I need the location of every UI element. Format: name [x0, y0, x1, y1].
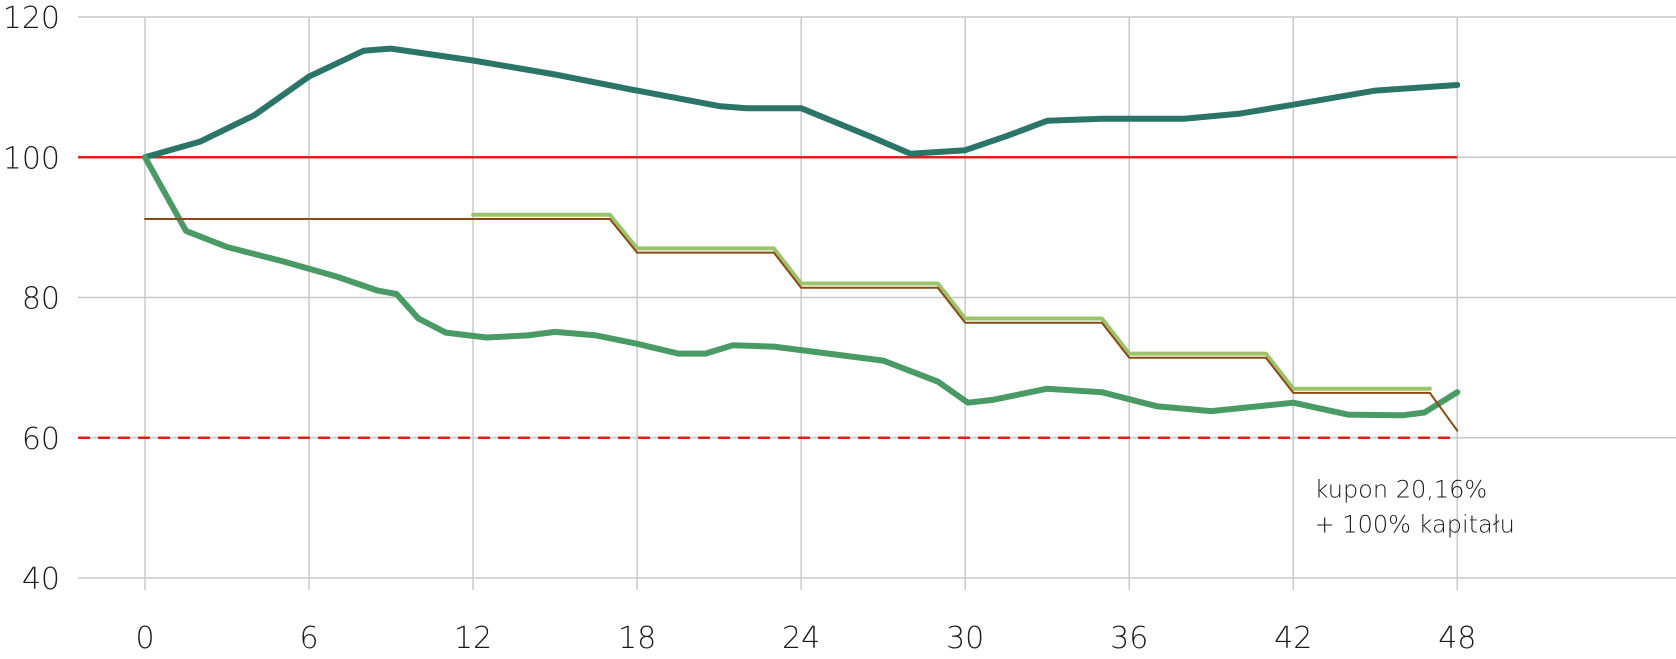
series-layer [142, 45, 1461, 432]
y-tick-label-60: 60 [22, 422, 60, 457]
x-tick-label-12: 12 [454, 621, 492, 656]
x-tick-label-42: 42 [1274, 621, 1312, 656]
y-tick-label-40: 40 [22, 562, 60, 597]
series-line-4 [144, 218, 1459, 432]
y-tick-label-80: 80 [22, 282, 60, 317]
x-tick-label-18: 18 [618, 621, 656, 656]
x-tick-label-36: 36 [1110, 621, 1148, 656]
series-line-1 [142, 45, 1461, 161]
x-tick-label-6: 6 [299, 621, 318, 656]
x-tick-label-0: 0 [135, 621, 154, 656]
y-tick-label-120: 120 [3, 1, 60, 36]
series-line-3 [471, 212, 1432, 391]
series-line-2 [142, 154, 1461, 419]
grid-layer [78, 16, 1676, 590]
reference-lines [78, 156, 1458, 439]
annotation-line-2: + 100% kapitału [1315, 510, 1515, 538]
x-tick-label-30: 30 [946, 621, 984, 656]
x-tick-label-48: 48 [1438, 621, 1476, 656]
x-tick-label-24: 24 [782, 621, 820, 656]
annotation-line-1: kupon 20,16% [1315, 475, 1488, 503]
axis-labels: 0 6 12 18 24 30 36 42 48 40 60 80 100 120 [3, 1, 1477, 656]
y-tick-label-100: 100 [3, 141, 60, 176]
